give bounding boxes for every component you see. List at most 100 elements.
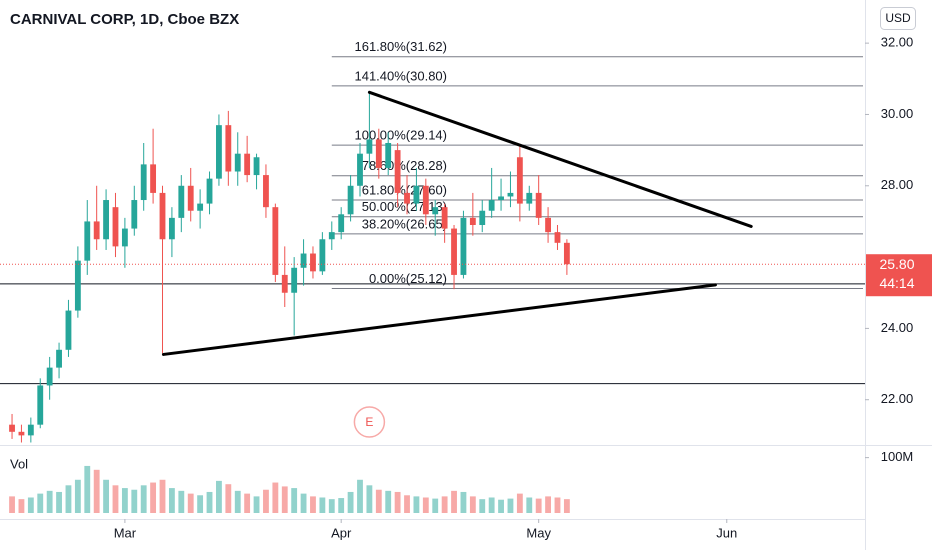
candle-body <box>516 157 523 204</box>
volume-bar <box>131 489 138 513</box>
candle-body <box>469 217 476 225</box>
candle-body <box>441 207 448 229</box>
fib-level-label: 141.40%(30.80) <box>354 68 447 83</box>
last-price-tag <box>866 254 932 297</box>
chart-title: CARNIVAL CORP, 1D, Cboe BZX <box>10 11 239 28</box>
candle-body <box>216 125 222 179</box>
candle-body <box>263 175 269 208</box>
volume-bar <box>441 496 448 513</box>
earnings-circle <box>353 406 386 438</box>
candle-body <box>168 217 175 240</box>
volume-bar <box>563 499 570 513</box>
volume-bar <box>310 496 316 513</box>
y-tick-label: 30.00 <box>881 106 914 121</box>
candle-body <box>385 142 392 168</box>
candle-body <box>451 228 457 275</box>
volume-bar <box>375 489 382 513</box>
candle-body <box>498 196 504 201</box>
y-tick-label: 24.00 <box>881 320 914 335</box>
candle-body <box>535 192 542 218</box>
candle-body <box>103 200 109 240</box>
candle-body <box>253 157 260 176</box>
currency-box[interactable] <box>880 7 916 30</box>
volume-bar <box>272 482 279 513</box>
candle-body <box>206 178 213 204</box>
volume-bar <box>103 479 109 513</box>
candle-body <box>65 310 72 350</box>
candle-body <box>46 367 53 386</box>
candle-body <box>150 164 157 193</box>
volume-bar <box>554 497 561 513</box>
volume-bar <box>328 499 335 513</box>
volume-bar <box>507 498 514 513</box>
volume-bar <box>263 489 269 513</box>
candle-body <box>18 431 25 436</box>
candle-body <box>422 185 429 215</box>
volume-bar <box>84 465 91 513</box>
candle-body <box>37 385 44 425</box>
candle-body <box>140 164 147 201</box>
volume-bar <box>366 485 373 513</box>
volume-bar <box>112 485 119 513</box>
candle-body <box>545 217 551 233</box>
volume-bar <box>338 498 345 513</box>
volume-bar <box>206 491 213 513</box>
x-tick-label: Jun <box>716 525 737 540</box>
trendline <box>367 90 753 228</box>
candle-body <box>74 260 81 311</box>
volume-bar <box>347 491 354 513</box>
volume-bar <box>498 499 504 513</box>
candle-body <box>291 267 298 293</box>
volume-bar <box>516 493 523 513</box>
volume-bar <box>56 491 62 513</box>
countdown: 44:14 <box>879 275 914 291</box>
candle-body <box>432 207 439 215</box>
currency: USD <box>885 11 911 25</box>
volume-bar <box>300 493 307 513</box>
volume-bar <box>37 493 44 513</box>
candle-body <box>244 153 251 176</box>
candle-body <box>413 185 420 204</box>
volume-bar <box>27 497 34 513</box>
earnings-label: E <box>365 415 373 429</box>
candle-body <box>328 232 335 240</box>
candle-body <box>507 192 514 197</box>
last-price-label: 25.80 <box>879 256 914 272</box>
volume-bar <box>9 496 15 513</box>
volume-bar <box>451 490 457 513</box>
candle-body <box>225 125 232 172</box>
volume-bar <box>159 479 166 513</box>
volume-label: Vol <box>10 456 28 471</box>
candle-body <box>272 207 279 275</box>
volume-bar <box>526 497 533 513</box>
volume-bar <box>385 490 392 513</box>
volume-bar <box>187 493 194 513</box>
fib-level-label: 100.00%(29.14) <box>354 128 447 143</box>
candle-body <box>563 242 570 265</box>
volume-bar <box>422 497 429 513</box>
volume-tick-label: 100M <box>881 449 914 464</box>
volume-bar <box>291 488 298 513</box>
candle-body <box>366 139 373 154</box>
volume-bar <box>319 497 326 513</box>
fib-level-label: 38.20%(26.65) <box>362 216 447 231</box>
volume-bar <box>216 480 222 513</box>
y-tick-label: 22.00 <box>881 391 914 406</box>
volume-bar <box>413 496 420 513</box>
candle-body <box>479 210 486 225</box>
volume-bar <box>357 479 363 513</box>
candle-body <box>131 200 138 229</box>
fib-level-label: 78.60%(28.28) <box>362 158 447 173</box>
volume-bar <box>432 498 439 513</box>
candle-body <box>394 150 401 193</box>
volume-bar <box>178 490 185 513</box>
volume-bar <box>140 485 147 513</box>
candle-body <box>554 232 561 243</box>
volume-bar <box>18 499 25 513</box>
y-tick-label: 32.00 <box>881 35 914 50</box>
volume-bar <box>121 488 128 513</box>
volume-bar <box>488 497 495 513</box>
trendline <box>161 283 717 356</box>
candle-body <box>56 349 62 368</box>
